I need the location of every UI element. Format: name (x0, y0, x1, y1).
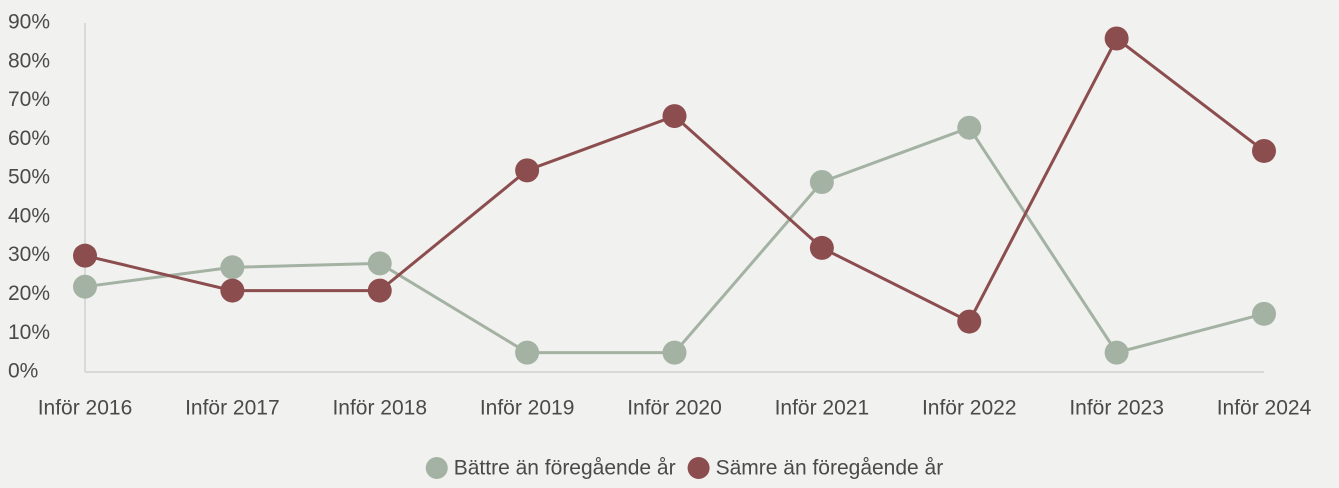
data-point (957, 309, 982, 334)
data-point (220, 278, 245, 303)
x-tick-label: Inför 2024 (1217, 397, 1312, 420)
data-point (367, 278, 392, 303)
x-tick-label: Inför 2016 (38, 397, 133, 420)
legend-marker (687, 457, 710, 479)
x-tick-label: Inför 2019 (480, 397, 575, 420)
y-tick-label: 40% (8, 204, 50, 227)
y-tick-label: 90% (8, 11, 50, 34)
data-point (809, 235, 834, 260)
y-tick-label: 70% (8, 88, 50, 111)
y-tick-label: 10% (8, 321, 50, 344)
y-tick-label: 50% (8, 166, 50, 189)
y-tick-label: 60% (8, 127, 50, 150)
data-point (515, 158, 540, 183)
data-point (662, 104, 687, 129)
x-tick-label: Inför 2018 (332, 397, 427, 420)
legend-marker (425, 457, 448, 479)
data-point (220, 255, 245, 280)
data-point (662, 340, 687, 365)
data-point (73, 243, 97, 268)
data-point (1252, 138, 1276, 163)
y-tick-label: 30% (8, 243, 50, 266)
legend-label: Sämre än föregående år (716, 457, 944, 480)
data-point (1104, 340, 1129, 365)
data-point (73, 274, 97, 299)
x-tick-label: Inför 2022 (922, 397, 1017, 420)
x-tick-label: Inför 2023 (1069, 397, 1164, 420)
x-tick-label: Inför 2021 (775, 397, 870, 420)
data-point (809, 169, 834, 194)
data-point (1252, 301, 1276, 326)
x-tick-label: Inför 2017 (185, 397, 280, 420)
data-point (515, 340, 540, 365)
y-tick-label: 80% (8, 49, 50, 72)
data-point (957, 115, 982, 140)
data-point (1104, 26, 1129, 51)
x-tick-label: Inför 2020 (627, 397, 722, 420)
y-tick-label: 0% (8, 360, 38, 383)
y-tick-label: 20% (8, 282, 50, 305)
legend-label: Bättre än föregående år (454, 457, 676, 480)
data-point (367, 251, 392, 276)
